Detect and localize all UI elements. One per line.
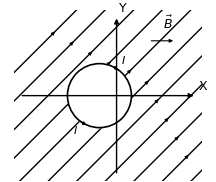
Text: X: X (199, 80, 207, 93)
Text: I: I (74, 126, 77, 136)
Text: I: I (122, 56, 125, 66)
Text: $\vec{B}$: $\vec{B}$ (163, 14, 173, 32)
Text: Y: Y (119, 1, 127, 15)
Circle shape (67, 64, 131, 128)
